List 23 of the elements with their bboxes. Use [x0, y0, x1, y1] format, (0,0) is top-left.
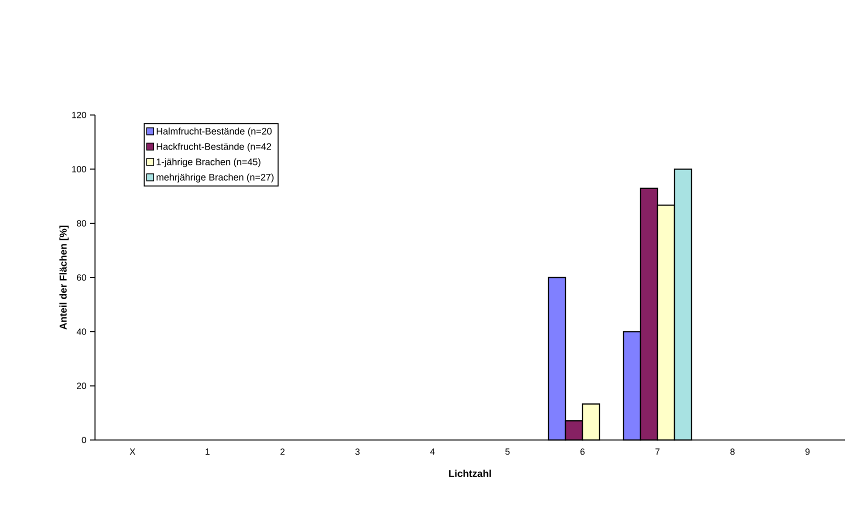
legend-label: Halmfrucht-Bestände (n=20 [156, 128, 272, 136]
x-tick-label: 9 [805, 448, 810, 455]
y-tick-label: 60 [76, 274, 86, 281]
x-tick-label: 4 [430, 448, 435, 455]
y-axis-title: Anteil der Flächen [%] [59, 226, 69, 330]
x-axis-title: Lichtzahl [449, 470, 491, 478]
x-tick-label: 7 [655, 448, 660, 455]
x-tick-label: 3 [355, 448, 360, 455]
y-tick-label: 0 [82, 436, 86, 444]
x-tick-label: 2 [280, 448, 285, 455]
x-tick-label: 6 [580, 448, 585, 455]
x-tick-label: 8 [730, 448, 735, 455]
x-tick-label: X [130, 448, 136, 455]
x-tick-label: 5 [505, 448, 510, 455]
y-tick-label: 80 [76, 220, 86, 227]
y-tick-label: 100 [72, 166, 86, 172]
legend-label: mehrjährige Brachen (n=27) [156, 174, 274, 182]
y-tick-label: 40 [76, 328, 86, 335]
legend-label: 1-jährige Brachen (n=45) [156, 158, 260, 168]
legend-label: Hackfrucht-Bestände (n=42 [156, 142, 272, 152]
y-tick-label: 20 [76, 382, 86, 390]
y-tick-label: 120 [72, 112, 86, 118]
x-tick-label: 1 [206, 448, 210, 455]
